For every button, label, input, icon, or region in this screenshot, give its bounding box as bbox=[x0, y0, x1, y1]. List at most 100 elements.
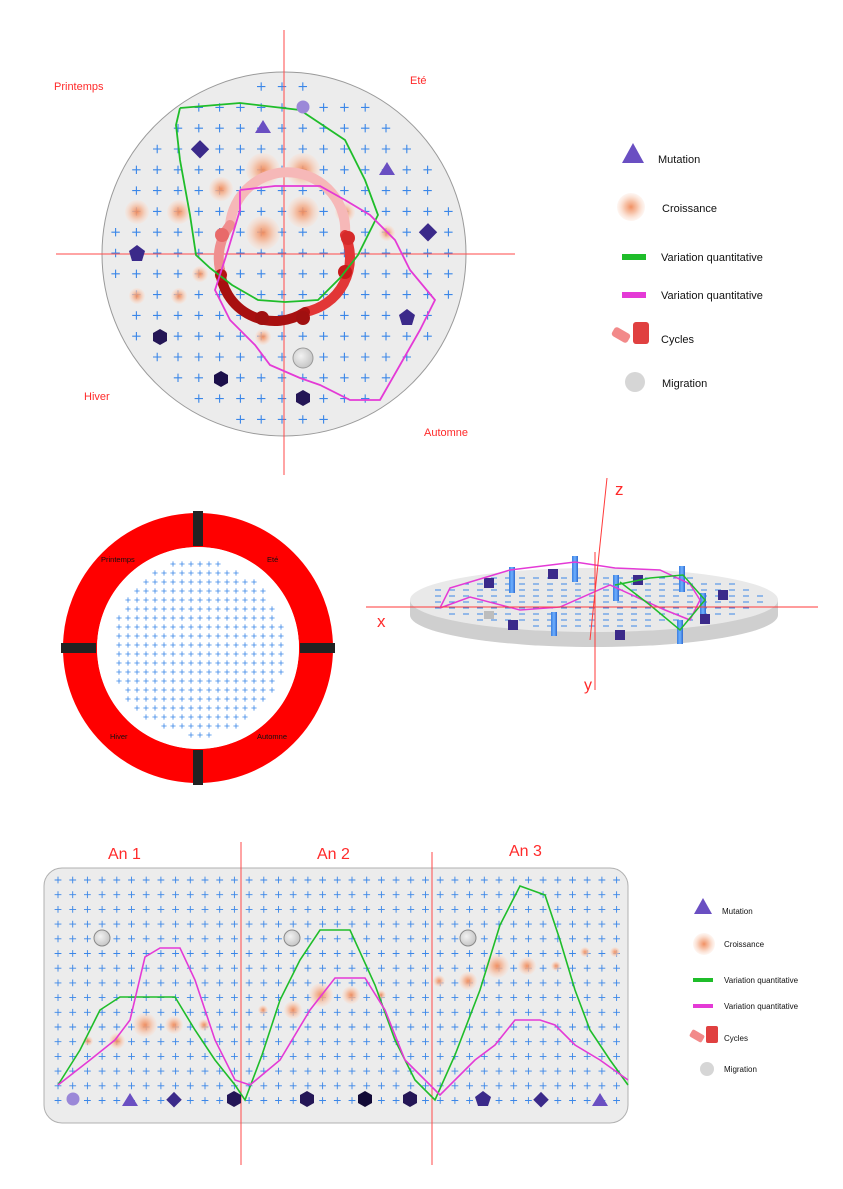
grid-plus bbox=[245, 950, 253, 957]
grid-plus bbox=[179, 714, 185, 720]
grid-plus bbox=[319, 876, 326, 884]
grid-plus bbox=[197, 606, 203, 612]
grid-plus bbox=[152, 714, 158, 720]
grid-plus bbox=[613, 906, 620, 913]
legend-growth-label: Croissance bbox=[724, 940, 765, 949]
grid-plus bbox=[304, 935, 312, 943]
grid-plus bbox=[407, 1038, 415, 1046]
grid-plus bbox=[378, 1067, 385, 1075]
grid-plus bbox=[289, 950, 297, 957]
grid-plus bbox=[132, 186, 141, 195]
grid-plus bbox=[98, 964, 106, 972]
ring-label-summer: Eté bbox=[267, 555, 278, 564]
grid-plus bbox=[152, 570, 158, 576]
grid-plus bbox=[194, 332, 203, 341]
grid-plus bbox=[466, 1053, 473, 1060]
grid-plus bbox=[206, 732, 212, 738]
grid-plus bbox=[152, 651, 158, 657]
grid-plus bbox=[451, 891, 459, 899]
grid-plus bbox=[233, 705, 239, 711]
grid-plus bbox=[260, 1082, 268, 1090]
grid-plus bbox=[510, 876, 518, 884]
grid-plus bbox=[392, 876, 400, 884]
grid-plus bbox=[260, 633, 266, 639]
grid-plus bbox=[215, 714, 221, 720]
grid-plus bbox=[113, 906, 121, 913]
grid-plus bbox=[613, 891, 620, 899]
grid-plus bbox=[116, 642, 122, 648]
grid-plus bbox=[289, 1097, 297, 1104]
grid-plus bbox=[201, 994, 209, 1001]
grid-plus bbox=[277, 248, 287, 258]
grid-plus bbox=[125, 624, 131, 630]
grid-plus bbox=[69, 891, 77, 899]
grid-plus bbox=[298, 124, 307, 133]
grid-plus bbox=[423, 186, 432, 195]
grid-plus bbox=[84, 1023, 91, 1031]
grid-plus bbox=[289, 876, 297, 884]
grid-plus bbox=[215, 723, 221, 729]
grid-plus bbox=[242, 669, 248, 675]
grid-plus bbox=[598, 950, 606, 957]
grid-plus bbox=[613, 1038, 620, 1046]
grid-plus bbox=[554, 950, 562, 957]
grid-plus bbox=[333, 1023, 341, 1031]
grid-plus bbox=[98, 1038, 106, 1046]
grid-plus bbox=[197, 705, 203, 711]
grid-plus bbox=[245, 994, 253, 1001]
grid-plus bbox=[278, 651, 284, 657]
mutation-diamond bbox=[418, 223, 438, 242]
grid-plus bbox=[153, 311, 162, 320]
mutation-pentagon bbox=[475, 1091, 491, 1106]
grid-plus bbox=[260, 964, 268, 972]
grid-plus bbox=[113, 964, 121, 972]
grid-plus bbox=[554, 1067, 562, 1075]
grid-plus bbox=[233, 714, 239, 720]
grid-plus bbox=[451, 920, 459, 928]
grid-plus bbox=[206, 651, 212, 657]
grid-plus bbox=[583, 964, 591, 972]
grid-plus bbox=[569, 1008, 576, 1016]
grid-plus bbox=[613, 979, 620, 987]
grid-plus bbox=[407, 920, 415, 928]
grid-plus bbox=[170, 597, 176, 603]
grid-plus bbox=[152, 597, 158, 603]
grid-plus bbox=[583, 1008, 591, 1016]
grid-plus bbox=[436, 994, 444, 1001]
ring-divider-top bbox=[193, 511, 203, 546]
grid-plus bbox=[128, 891, 135, 899]
legend-variation-green-label: Variation quantitative bbox=[661, 252, 763, 264]
grid-plus bbox=[333, 994, 341, 1001]
grid-plus bbox=[422, 994, 429, 1001]
grid-plus bbox=[142, 891, 150, 899]
grid-plus bbox=[170, 660, 176, 666]
grid-plus bbox=[242, 696, 248, 702]
grid-plus bbox=[134, 633, 140, 639]
grid-plus bbox=[54, 994, 62, 1001]
grid-plus bbox=[132, 269, 141, 278]
grid-plus bbox=[319, 394, 328, 403]
grid-plus bbox=[54, 950, 62, 957]
year-label: An 3 bbox=[509, 843, 542, 860]
grid-plus bbox=[179, 660, 185, 666]
grid-plus bbox=[569, 891, 576, 899]
grid-plus bbox=[510, 935, 518, 943]
grid-plus bbox=[224, 633, 230, 639]
grid-plus bbox=[143, 687, 149, 693]
grid-plus bbox=[179, 687, 185, 693]
grid-plus bbox=[224, 714, 230, 720]
grid-plus bbox=[436, 1023, 444, 1031]
cycle-arc-mid bbox=[213, 220, 235, 275]
grid-plus bbox=[125, 606, 131, 612]
grid-plus bbox=[304, 964, 312, 972]
grid-plus bbox=[525, 1097, 532, 1104]
mutation-circle bbox=[66, 1092, 80, 1106]
grid-plus bbox=[277, 269, 287, 278]
grid-plus bbox=[348, 876, 356, 884]
grid-plus bbox=[554, 876, 562, 884]
grid-plus bbox=[128, 876, 135, 884]
grid-plus bbox=[206, 597, 212, 603]
grid-plus bbox=[206, 588, 212, 594]
grid-plus bbox=[539, 994, 547, 1001]
grid-plus bbox=[170, 678, 176, 684]
